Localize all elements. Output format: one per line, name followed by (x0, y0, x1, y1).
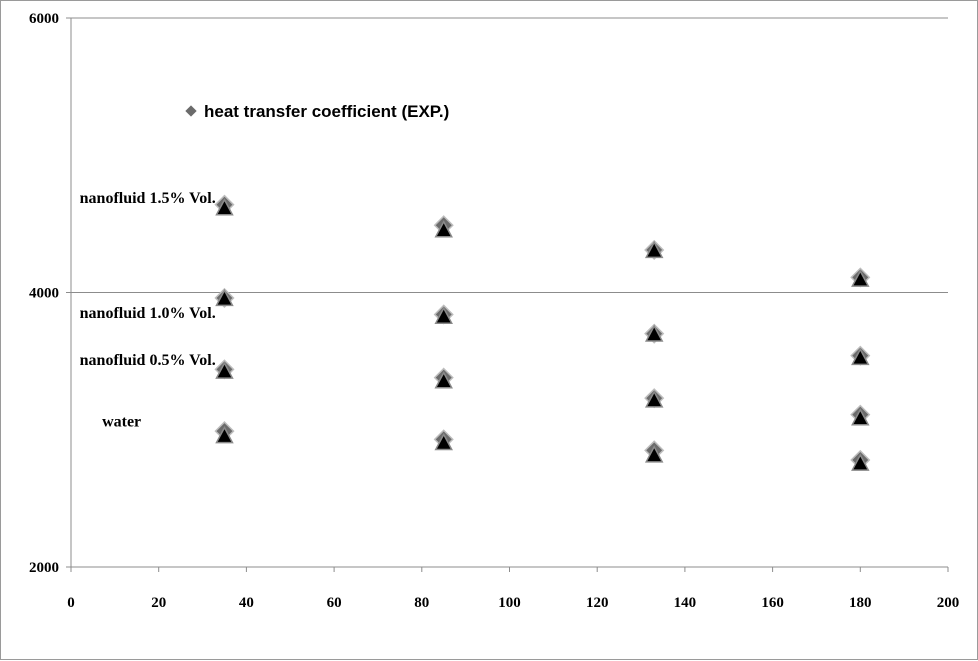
triangle-marker (434, 306, 453, 324)
x-tick-label: 20 (151, 595, 166, 611)
x-tick-label: 160 (761, 595, 784, 611)
triangle-marker (215, 198, 234, 216)
x-tick-label: 140 (674, 595, 697, 611)
x-tick-labels: 0 20 40 60 80 100 120 140 160 180 200 (67, 595, 959, 611)
legend: heat transfer coefficient (EXP.) (185, 102, 449, 121)
series-annotation: water (102, 414, 141, 431)
x-tick-label: 100 (498, 595, 521, 611)
triangle-marker (851, 408, 870, 426)
y-tick-labels: 2000 4000 6000 (29, 11, 59, 576)
triangle-marker (851, 347, 870, 366)
triangle-marker (215, 361, 234, 379)
y-tick-label: 2000 (29, 560, 59, 576)
triangle-marker (434, 220, 453, 238)
series-annotation: nanofluid 1.5% Vol. (80, 190, 216, 207)
axes (66, 17, 949, 572)
triangle-marker (644, 390, 664, 408)
x-tick-label: 60 (327, 595, 342, 611)
triangle-marker (215, 288, 234, 307)
triangle-marker (215, 426, 234, 444)
triangle-marker (644, 240, 664, 259)
triangle-marker (434, 371, 453, 389)
y-tick-label: 4000 (29, 286, 59, 302)
data-points (214, 194, 871, 471)
x-tick-label: 180 (849, 595, 872, 611)
triangle-marker (644, 445, 664, 463)
x-tick-label: 200 (937, 595, 960, 611)
x-tick-label: 80 (414, 595, 429, 611)
y-tick-label: 6000 (29, 11, 59, 27)
legend-diamond-marker (185, 105, 197, 117)
legend-label: heat transfer coefficient (EXP.) (204, 102, 449, 121)
x-tick-label: 120 (586, 595, 609, 611)
triangle-marker (434, 432, 453, 451)
triangle-marker (851, 453, 870, 471)
gridlines (71, 17, 948, 568)
series-annotation: nanofluid 1.0% Vol. (80, 305, 216, 322)
triangle-marker (644, 324, 664, 342)
x-tick-label: 40 (239, 595, 254, 611)
series-annotation: nanofluid 0.5% Vol. (80, 352, 216, 369)
annotations: nanofluid 1.5% Vol. nanofluid 1.0% Vol. na… (80, 190, 216, 431)
triangle-marker (851, 269, 870, 287)
x-tick-label: 0 (67, 595, 75, 611)
